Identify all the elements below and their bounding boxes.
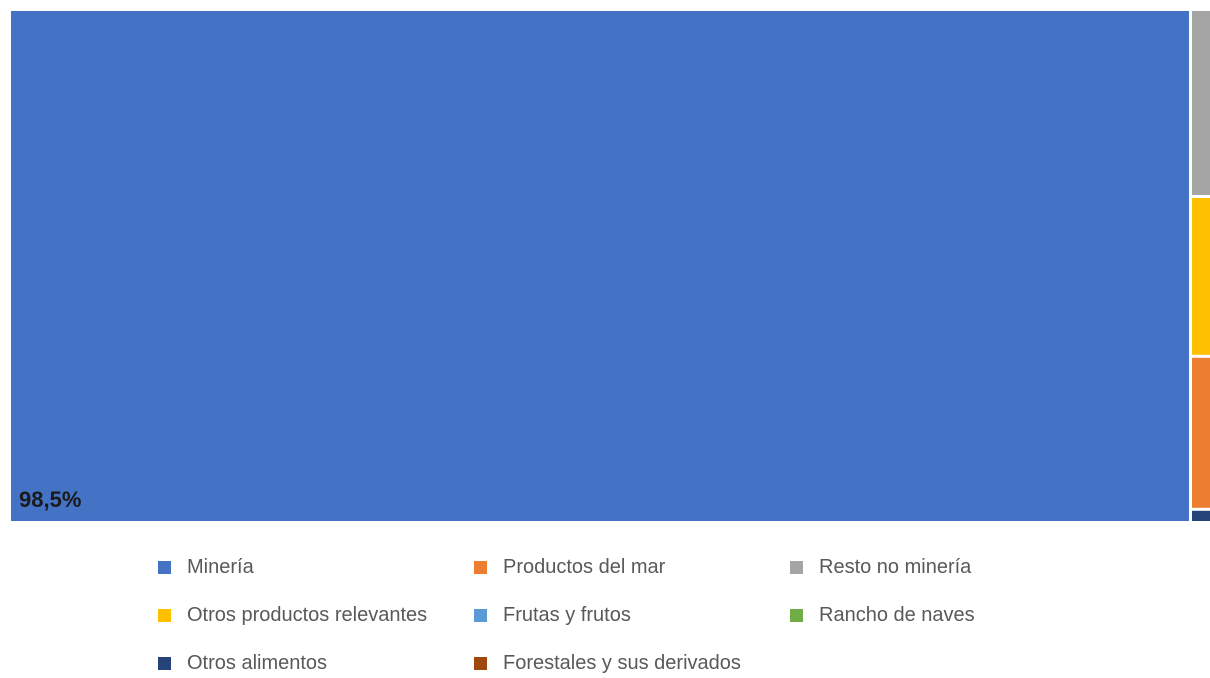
legend: Minería Productos del mar Resto no minería… <box>158 552 1058 678</box>
legend-item: Frutas y frutos <box>474 600 790 630</box>
legend-label: Frutas y frutos <box>503 603 631 626</box>
treemap-tile-otros-alimentos <box>1192 510 1210 521</box>
legend-item: Resto no minería <box>790 552 1058 582</box>
legend-item: Rancho de naves <box>790 600 1058 630</box>
treemap-tile-resto-no-mineria <box>1192 11 1210 195</box>
legend-swatch <box>474 608 487 622</box>
legend-item: Minería <box>158 552 474 582</box>
legend-item: Otros productos relevantes <box>158 600 474 630</box>
treemap-chart: 98,5% <box>11 11 1210 521</box>
legend-label: Productos del mar <box>503 555 666 578</box>
legend-label: Forestales y sus derivados <box>503 651 741 674</box>
treemap-tile-mineria <box>11 11 1190 521</box>
legend-swatch <box>158 656 171 670</box>
treemap-tile-otros-productos-relevantes <box>1192 198 1210 355</box>
treemap-label-mineria: 98,5% <box>19 487 81 512</box>
legend-label: Otros alimentos <box>187 651 328 674</box>
legend-swatch <box>474 560 487 574</box>
legend-item: Otros alimentos <box>158 648 474 678</box>
treemap-tile-productos-del-mar <box>1192 357 1210 508</box>
legend-swatch <box>790 560 803 574</box>
legend-swatch <box>790 608 803 622</box>
legend-swatch <box>158 560 171 574</box>
legend-item: Productos del mar <box>474 552 790 582</box>
legend-swatch <box>158 608 171 622</box>
legend-swatch <box>474 656 487 670</box>
legend-item: Forestales y sus derivados <box>474 648 790 678</box>
legend-label: Otros productos relevantes <box>187 603 428 626</box>
legend-label: Resto no minería <box>819 555 972 578</box>
legend-label: Rancho de naves <box>819 603 975 626</box>
legend-label: Minería <box>187 555 254 578</box>
